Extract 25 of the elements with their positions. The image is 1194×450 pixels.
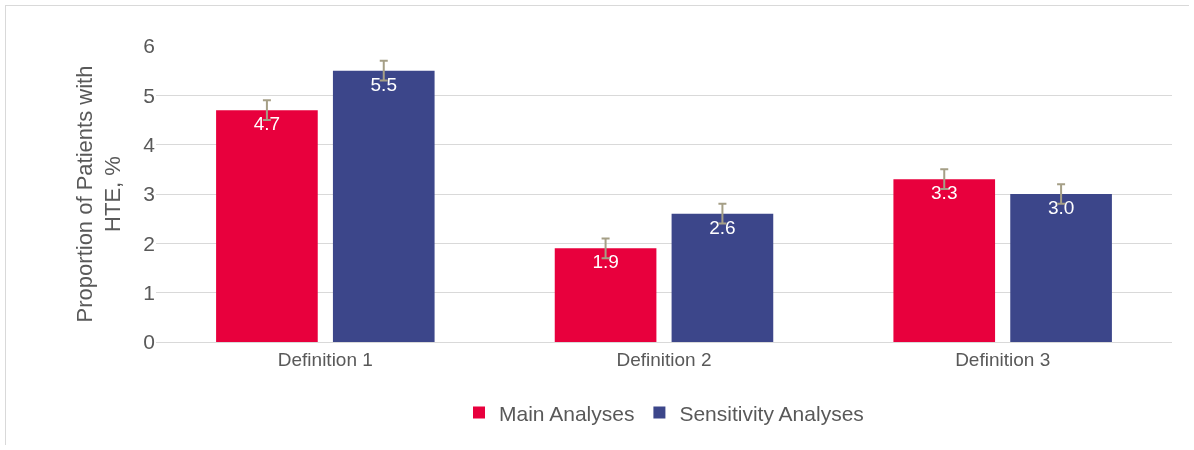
- y-tick-label: 6: [143, 34, 155, 58]
- y-tick-label: 3: [143, 182, 155, 206]
- data-label: 3.3: [931, 182, 958, 204]
- bar: [893, 179, 996, 342]
- y-tick-label: 0: [143, 330, 155, 354]
- legend-label: Main Analyses: [499, 401, 635, 425]
- legend-label: Sensitivity Analyses: [679, 401, 864, 425]
- y-tick-label: 2: [143, 231, 155, 255]
- bar: [332, 70, 435, 342]
- x-tick-label: Definition 2: [616, 348, 712, 370]
- y-tick-label: 5: [143, 83, 155, 107]
- data-label: 1.9: [592, 251, 619, 273]
- data-label: 3.0: [1047, 197, 1075, 218]
- bar: [216, 110, 318, 342]
- y-tick-label: 4: [143, 133, 156, 157]
- y-tick-label: 1: [143, 281, 155, 305]
- y-axis-title: Proportion of Patients with HTE, %: [71, 65, 126, 323]
- data-label: 2.6: [709, 216, 736, 238]
- data-label: 4.7: [253, 113, 281, 135]
- x-tick-label: Definition 3: [955, 348, 1051, 370]
- bar: [1010, 194, 1112, 342]
- bar: [671, 213, 774, 342]
- x-tick-label: Definition 1: [277, 348, 373, 370]
- data-label: 5.5: [370, 73, 397, 95]
- bar: [554, 248, 657, 342]
